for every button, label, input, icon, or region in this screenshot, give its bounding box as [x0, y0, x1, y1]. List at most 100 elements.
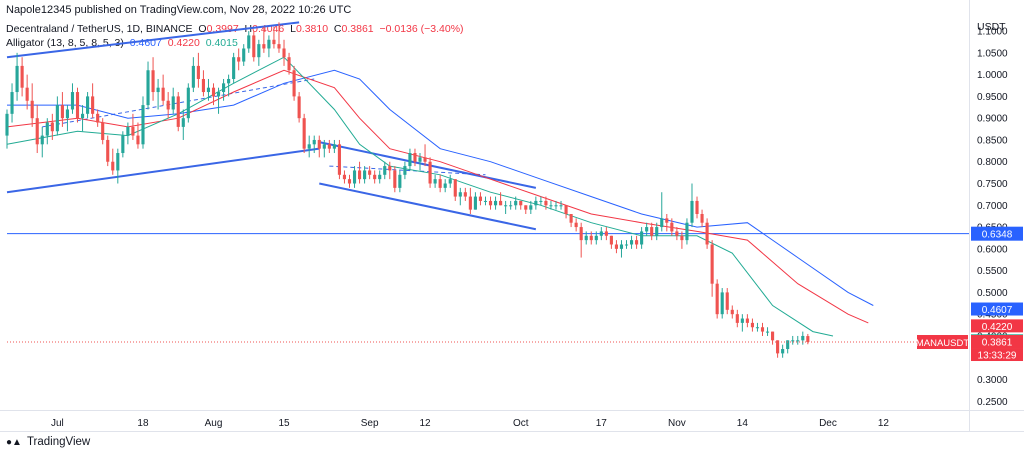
candle-body [302, 118, 306, 149]
candle-body [670, 222, 674, 232]
currency-label: USDT [977, 21, 1006, 33]
candle-body [665, 218, 669, 223]
candle-body [312, 139, 316, 145]
candle-body [131, 126, 135, 136]
candle-body [700, 214, 704, 223]
candle-body [599, 231, 603, 236]
alligator-teeth-value: 0.4220 [167, 37, 200, 49]
candle-body [141, 105, 145, 145]
candle-body [96, 113, 100, 123]
candle-body [80, 113, 85, 119]
price-axis-label: 0.4220 [982, 322, 1013, 333]
candle-body [423, 157, 427, 162]
trendline [6, 147, 320, 194]
x-tick-label: Dec [819, 418, 837, 429]
candle-body [45, 122, 49, 136]
price-axis-tag [971, 348, 1023, 362]
candle-body [161, 87, 165, 101]
candle-body [725, 292, 729, 310]
y-tick-label: 1.1000 [977, 27, 1008, 38]
candle-body [75, 92, 80, 119]
candle-body [166, 100, 170, 110]
candle-body [267, 39, 271, 49]
candle-body [20, 65, 24, 88]
ohlc-close: 0.3861 [341, 23, 374, 35]
publisher-line: Napole12345 published on TradingView.com… [6, 4, 352, 16]
candle-body [257, 44, 261, 58]
candle-body [509, 205, 513, 207]
candle-body [483, 200, 488, 202]
price-axis-tag [971, 302, 1023, 316]
candle-body [705, 222, 709, 245]
candle-body [428, 161, 432, 184]
x-tick-label: 12 [878, 418, 890, 429]
candle-body [388, 166, 392, 171]
candle-body [771, 331, 775, 341]
candle-body [156, 87, 160, 93]
x-tick-label: Nov [668, 418, 686, 429]
alligator-lips-value: 0.4015 [205, 37, 238, 49]
symbol-label: Decentraland / TetherUS, 1D, BINANCE [6, 23, 193, 35]
candle-body [5, 113, 9, 136]
candle-body [176, 96, 180, 127]
candle-body [378, 174, 382, 180]
candle-body [569, 214, 573, 223]
candle-body [614, 244, 618, 249]
candle-body [70, 92, 75, 110]
trendline [319, 182, 537, 231]
candle-body [232, 57, 236, 79]
candle-body [40, 135, 44, 145]
candle-body [791, 340, 795, 342]
candle-body [473, 196, 477, 210]
candle-body [282, 48, 286, 58]
candle-body [65, 109, 70, 119]
candle-body [675, 231, 679, 236]
candle-body [408, 153, 412, 167]
candle-body [60, 105, 64, 119]
y-tick-label: 0.8000 [977, 157, 1008, 168]
candle-body [786, 340, 790, 350]
x-tick-label: Jul [51, 418, 64, 429]
candle-body [524, 205, 528, 210]
candle-body [373, 174, 377, 180]
y-tick-label: 0.5000 [977, 288, 1008, 299]
candle-body [499, 200, 503, 206]
candle-body [262, 44, 266, 49]
candle-body [292, 70, 296, 97]
candle-body [539, 200, 543, 202]
candle-body [191, 65, 195, 88]
candle-body [549, 205, 553, 207]
candle-body [604, 231, 608, 236]
candle-body [735, 314, 739, 323]
candle-body [776, 340, 780, 354]
x-tick-label: Sep [361, 418, 379, 429]
candle-body [745, 318, 749, 323]
candle-body [211, 87, 216, 97]
candle-body [765, 331, 770, 333]
candle-body [86, 96, 90, 114]
ohlc-o-label: O [198, 23, 207, 35]
candle-body [136, 135, 140, 145]
trendline [6, 21, 300, 59]
candle-body [171, 96, 175, 110]
candle-body [619, 244, 624, 249]
y-tick-label: 0.7000 [977, 201, 1008, 212]
candle-body [624, 244, 629, 246]
candle-body [116, 153, 120, 171]
symbol-tag [917, 335, 968, 350]
candle-body [554, 205, 558, 207]
candle-body [237, 57, 241, 62]
candle-body [655, 227, 659, 236]
candle-body [609, 235, 613, 245]
candle-body [287, 57, 291, 71]
candle-body [796, 340, 800, 342]
candle-body [55, 105, 59, 132]
candle-body [227, 78, 231, 84]
candle-body [504, 205, 508, 207]
candle-body [35, 118, 39, 145]
candle-body [383, 166, 387, 175]
candle-body [91, 96, 95, 114]
candle-body [801, 335, 805, 341]
y-tick-label: 0.9000 [977, 114, 1008, 125]
